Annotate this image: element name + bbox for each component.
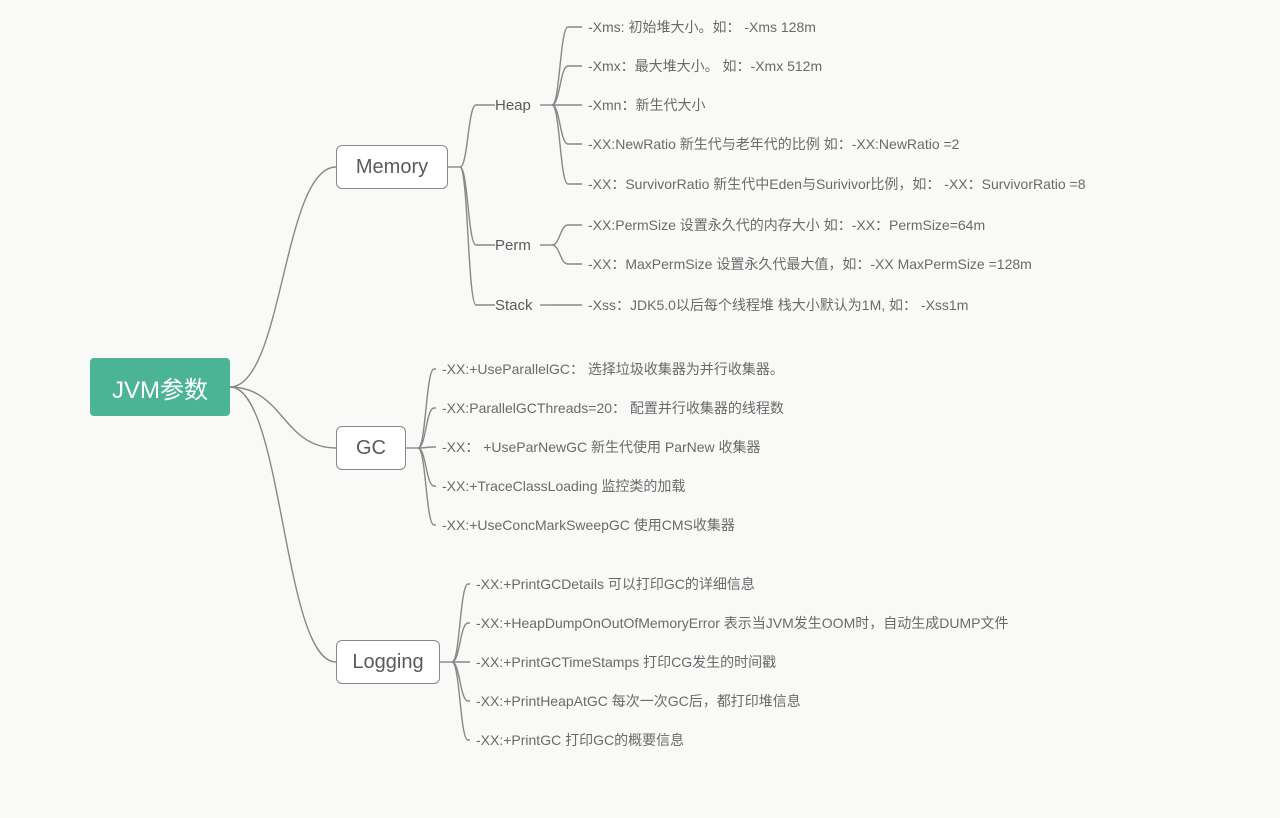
- root-node: JVM参数: [90, 358, 230, 416]
- sub-heap: Heap: [495, 96, 540, 114]
- leaf-gc-4: -XX:+UseConcMarkSweepGC 使用CMS收集器: [442, 516, 735, 534]
- leaf-logging-4: -XX:+PrintGC 打印GC的概要信息: [476, 731, 684, 749]
- leaf-perm-0: -XX:PermSize 设置永久代的内存大小 如：-XX：PermSize=6…: [588, 216, 985, 234]
- leaf-logging-2: -XX:+PrintGCTimeStamps 打印CG发生的时间戳: [476, 653, 776, 671]
- leaf-gc-1: -XX:ParallelGCThreads=20： 配置并行收集器的线程数: [442, 399, 784, 417]
- leaf-heap-3: -XX:NewRatio 新生代与老年代的比例 如：-XX:NewRatio =…: [588, 135, 959, 153]
- leaf-heap-4: -XX：SurvivorRatio 新生代中Eden与Surivivor比例，如…: [588, 175, 1086, 193]
- sub-stack: Stack: [495, 296, 540, 314]
- category-gc: GC: [336, 426, 406, 470]
- leaf-heap-1: -Xmx：最大堆大小。 如：-Xmx 512m: [588, 57, 822, 75]
- leaf-logging-3: -XX:+PrintHeapAtGC 每次一次GC后，都打印堆信息: [476, 692, 801, 710]
- leaf-logging-1: -XX:+HeapDumpOnOutOfMemoryError 表示当JVM发生…: [476, 614, 1008, 632]
- category-logging: Logging: [336, 640, 440, 684]
- leaf-gc-0: -XX:+UseParallelGC： 选择垃圾收集器为并行收集器。: [442, 360, 784, 378]
- leaf-gc-3: -XX:+TraceClassLoading 监控类的加载: [442, 477, 685, 495]
- leaf-logging-0: -XX:+PrintGCDetails 可以打印GC的详细信息: [476, 575, 755, 593]
- leaf-stack-0: -Xss：JDK5.0以后每个线程堆 栈大小默认为1M, 如： -Xss1m: [588, 296, 968, 314]
- leaf-perm-1: -XX：MaxPermSize 设置永久代最大值，如：-XX MaxPermSi…: [588, 255, 1032, 273]
- leaf-heap-2: -Xmn：新生代大小: [588, 96, 705, 114]
- leaf-gc-2: -XX： +UseParNewGC 新生代使用 ParNew 收集器: [442, 438, 761, 456]
- leaf-heap-0: -Xms: 初始堆大小。如： -Xms 128m: [588, 18, 816, 36]
- sub-perm: Perm: [495, 236, 540, 254]
- category-memory: Memory: [336, 145, 448, 189]
